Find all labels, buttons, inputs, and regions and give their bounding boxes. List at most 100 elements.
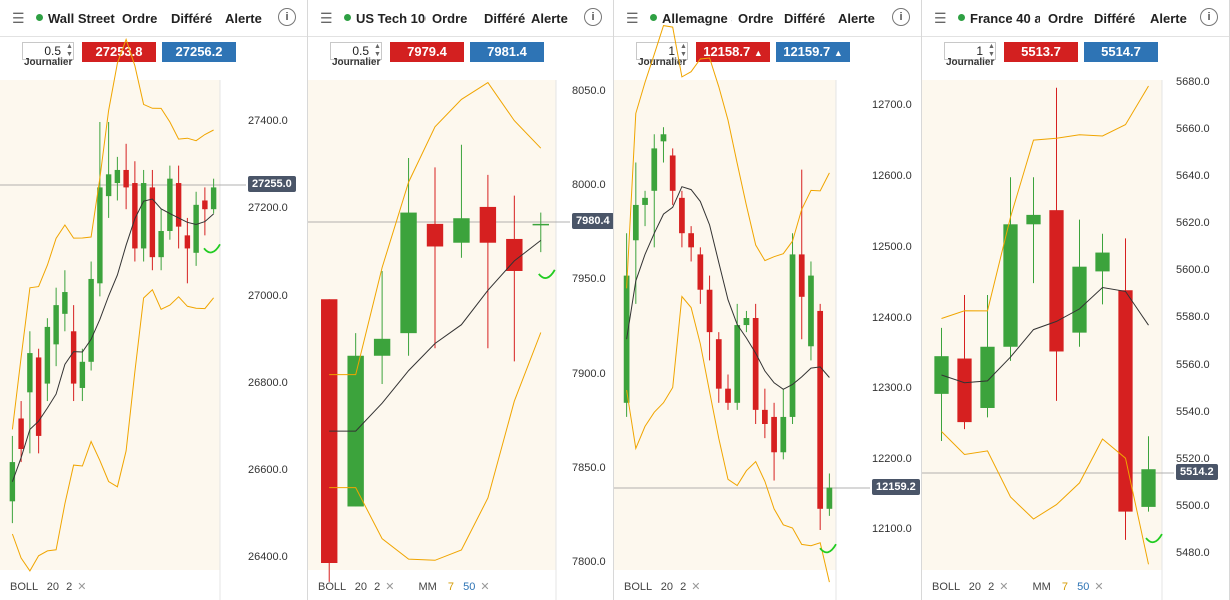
deferred-order-button[interactable]: Différé bbox=[784, 11, 826, 26]
quantity-spinner-icon[interactable]: ▲ ▼ bbox=[988, 43, 995, 58]
bollinger-lower-band bbox=[626, 295, 830, 583]
order-button[interactable]: Ordre bbox=[432, 11, 468, 26]
buy-button[interactable]: 27256.2 bbox=[162, 42, 236, 62]
menu-icon[interactable]: ☰ bbox=[12, 10, 25, 26]
ma-indicator-name[interactable]: MM bbox=[1032, 581, 1051, 593]
quantity-spinner-icon[interactable]: ▲ ▼ bbox=[374, 43, 381, 58]
indicator-deviation: 2 bbox=[66, 581, 73, 593]
quantity-input[interactable]: 1 bbox=[636, 42, 688, 60]
y-axis-tick: 12300.0 bbox=[872, 382, 912, 394]
menu-icon[interactable]: ☰ bbox=[320, 10, 333, 26]
candle bbox=[35, 348, 42, 454]
alert-button[interactable]: Alerte bbox=[838, 11, 875, 26]
candle bbox=[18, 401, 24, 463]
indicator-period: 20 bbox=[660, 581, 674, 593]
candle bbox=[9, 435, 16, 524]
info-icon[interactable]: i bbox=[892, 8, 910, 26]
sell-button[interactable]: 27253.8 bbox=[82, 42, 156, 62]
remove-indicator-icon[interactable]: ✕ bbox=[999, 581, 1009, 593]
current-price-label: 7980.4 bbox=[572, 213, 613, 229]
sell-button[interactable]: 12158.7 ▲ bbox=[696, 42, 770, 62]
indicator-period: 20 bbox=[46, 581, 60, 593]
drawing-annotation[interactable] bbox=[203, 243, 221, 254]
panel-header: ☰ US Tech 100 Ordre Différé Alerte i bbox=[308, 0, 613, 37]
menu-icon[interactable]: ☰ bbox=[626, 10, 639, 26]
indicator-name[interactable]: BOLL bbox=[932, 581, 960, 593]
indicator-name[interactable]: BOLL bbox=[624, 581, 652, 593]
deferred-order-button[interactable]: Différé bbox=[484, 11, 526, 26]
quantity-input[interactable]: 0.5 bbox=[22, 42, 74, 60]
indicator-period: 20 bbox=[354, 581, 368, 593]
instrument-name[interactable]: Wall Street ( bbox=[48, 11, 118, 26]
candle bbox=[184, 217, 191, 284]
order-button[interactable]: Ordre bbox=[1048, 11, 1084, 26]
instrument-name[interactable]: Allemagne 30 bbox=[662, 11, 732, 26]
buy-price: 27256.2 bbox=[175, 44, 223, 59]
remove-ma-icon[interactable]: ✕ bbox=[1094, 581, 1104, 593]
indicator-name[interactable]: BOLL bbox=[318, 581, 346, 593]
remove-ma-icon[interactable]: ✕ bbox=[480, 581, 490, 593]
candle bbox=[373, 270, 391, 385]
sell-button[interactable]: 7979.4 bbox=[390, 42, 464, 62]
info-icon[interactable]: i bbox=[584, 8, 602, 26]
candlestick-chart[interactable] bbox=[614, 0, 922, 600]
ma-period-long: 50 bbox=[1077, 581, 1090, 593]
sell-price: 5513.7 bbox=[1021, 44, 1061, 59]
deferred-order-button[interactable]: Différé bbox=[171, 11, 213, 26]
remove-indicator-icon[interactable]: ✕ bbox=[691, 581, 701, 593]
y-axis-tick: 12600.0 bbox=[872, 170, 912, 182]
candle bbox=[400, 157, 417, 356]
ma-indicator-name[interactable]: MM bbox=[418, 581, 437, 593]
drawing-annotation[interactable] bbox=[538, 269, 556, 279]
buy-button[interactable]: 5514.7 bbox=[1084, 42, 1158, 62]
quantity-spinner-icon[interactable]: ▲ ▼ bbox=[66, 43, 73, 58]
drawing-annotation[interactable] bbox=[819, 543, 837, 554]
candlestick-chart[interactable] bbox=[308, 0, 614, 600]
candlestick-chart[interactable] bbox=[922, 0, 1230, 600]
y-axis-tick: 26400.0 bbox=[248, 551, 288, 563]
period-label: Journalier bbox=[638, 57, 687, 68]
info-icon[interactable]: i bbox=[1200, 8, 1218, 26]
buy-button[interactable]: 7981.4 bbox=[470, 42, 544, 62]
alert-button[interactable]: Alerte bbox=[531, 11, 568, 26]
quantity-input[interactable]: 1 bbox=[944, 42, 996, 60]
quantity-spinner-icon[interactable]: ▲ ▼ bbox=[680, 43, 687, 58]
info-icon[interactable]: i bbox=[278, 8, 296, 26]
instrument-name[interactable]: France 40 au bbox=[970, 11, 1040, 26]
order-button[interactable]: Ordre bbox=[122, 11, 158, 26]
candle bbox=[347, 333, 364, 507]
candle bbox=[132, 161, 138, 262]
y-axis-tick: 5560.0 bbox=[1176, 359, 1210, 371]
alert-button[interactable]: Alerte bbox=[225, 11, 262, 26]
candlestick-chart[interactable] bbox=[0, 0, 308, 600]
candle bbox=[1049, 87, 1064, 401]
bollinger-lower-band bbox=[11, 288, 214, 572]
remove-indicator-icon[interactable]: ✕ bbox=[77, 581, 87, 593]
indicator-name[interactable]: BOLL bbox=[10, 581, 38, 593]
order-button[interactable]: Ordre bbox=[738, 11, 774, 26]
y-axis-tick: 27000.0 bbox=[248, 290, 288, 302]
deferred-order-button[interactable]: Différé bbox=[1094, 11, 1136, 26]
quantity-input[interactable]: 0.5 bbox=[330, 42, 382, 60]
candle bbox=[62, 270, 68, 332]
period-label: Journalier bbox=[946, 57, 995, 68]
sell-button[interactable]: 5513.7 bbox=[1004, 42, 1078, 62]
remove-indicator-icon[interactable]: ✕ bbox=[385, 581, 395, 593]
candle bbox=[1026, 177, 1041, 284]
candle bbox=[798, 169, 805, 340]
current-price-label: 12159.2 bbox=[872, 479, 920, 495]
candle bbox=[114, 156, 121, 201]
indicator-legend: BOLL 20 2 ✕ MM 7 50 ✕ bbox=[932, 580, 1104, 593]
candle bbox=[27, 331, 33, 454]
drawing-annotation[interactable] bbox=[1145, 533, 1163, 544]
alert-button[interactable]: Alerte bbox=[1150, 11, 1187, 26]
candle bbox=[762, 388, 768, 439]
buy-button[interactable]: 12159.7 ▲ bbox=[776, 42, 850, 62]
candle bbox=[642, 190, 648, 227]
moving-average-line bbox=[11, 198, 214, 482]
bollinger-upper-band bbox=[626, 25, 830, 289]
candle bbox=[780, 388, 787, 460]
menu-icon[interactable]: ☰ bbox=[934, 10, 947, 26]
candle bbox=[706, 275, 713, 361]
instrument-name[interactable]: US Tech 100 bbox=[356, 11, 426, 26]
